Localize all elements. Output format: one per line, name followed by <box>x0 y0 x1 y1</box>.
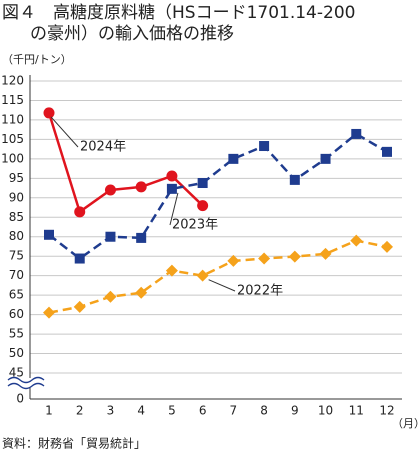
x-unit: （月） <box>392 417 420 430</box>
marker <box>135 286 148 299</box>
marker <box>43 306 55 319</box>
x-tick-label: 10 <box>318 404 333 418</box>
marker <box>197 178 208 189</box>
marker <box>227 254 240 267</box>
marker <box>319 247 332 260</box>
chart-title: の豪州）の輸入価格の推移 <box>30 23 234 44</box>
source: 資料：財務省「貿易統計」 <box>2 436 146 451</box>
marker <box>43 107 55 119</box>
series-label: 2024年 <box>80 140 126 155</box>
y-tick-label: 110 <box>1 112 24 126</box>
marker <box>350 234 363 247</box>
y-tick-label: 90 <box>9 190 24 204</box>
leader-line <box>50 116 79 148</box>
marker <box>74 206 86 218</box>
marker <box>166 183 177 194</box>
series-line <box>48 132 388 261</box>
marker <box>166 170 178 182</box>
marker <box>136 232 147 243</box>
marker <box>351 128 362 139</box>
series-line <box>48 239 388 314</box>
x-tick-label: 3 <box>107 404 115 418</box>
y-tick-label: 50 <box>9 346 24 360</box>
marker <box>382 146 392 157</box>
marker <box>165 264 178 277</box>
x-tick-label: 1 <box>45 404 53 418</box>
marker <box>135 181 147 193</box>
marker <box>104 290 117 303</box>
marker <box>288 250 301 263</box>
axis-break-line <box>7 376 45 384</box>
x-tick-label: 4 <box>137 404 145 418</box>
y-tick-label: 60 <box>9 307 24 321</box>
y-tick-label: 95 <box>9 171 24 185</box>
x-tick-label: 8 <box>260 404 268 418</box>
y-tick-label: 65 <box>9 288 24 302</box>
marker <box>105 231 116 242</box>
marker <box>44 229 54 240</box>
x-tick-label: 9 <box>291 404 299 418</box>
x-tick-label: 11 <box>349 404 364 418</box>
chart-title: 図４ 高糖度原料糖（HSコード1701.14-200 <box>2 3 355 23</box>
marker <box>289 174 300 185</box>
marker <box>197 200 209 212</box>
x-tick-label: 6 <box>199 404 207 418</box>
marker <box>104 184 116 196</box>
marker <box>228 153 239 164</box>
leader-line <box>208 279 236 292</box>
y-tick-label: 70 <box>9 268 24 282</box>
x-tick-label: 12 <box>379 404 394 418</box>
marker <box>196 269 209 282</box>
y-tick-label: 100 <box>1 151 24 165</box>
x-tick-label: 7 <box>230 404 238 418</box>
series-label: 2022年 <box>237 284 283 299</box>
series-label: 2023年 <box>172 218 218 233</box>
marker <box>320 153 331 164</box>
marker <box>73 300 86 313</box>
y-tick-label: 120 <box>1 74 24 88</box>
y-tick-label: 105 <box>1 132 24 146</box>
y-tick-label: 75 <box>9 249 24 263</box>
y-tick-label: 115 <box>1 93 24 107</box>
y-tick-label: 45 <box>9 366 24 380</box>
x-tick-label: 5 <box>168 404 176 418</box>
y-tick-label: 85 <box>9 210 24 224</box>
y-tick-label: 0 <box>16 392 24 406</box>
marker <box>259 141 270 152</box>
marker <box>258 252 271 265</box>
y-tick-label: 80 <box>9 229 24 243</box>
marker <box>74 253 85 264</box>
y-tick-label: 55 <box>9 327 24 341</box>
x-tick-label: 2 <box>76 404 84 418</box>
marker <box>381 240 393 253</box>
series-line <box>47 112 204 214</box>
y-unit: （千円/トン） <box>2 53 72 66</box>
axis-break-line <box>7 382 45 390</box>
leader-line <box>169 192 179 226</box>
